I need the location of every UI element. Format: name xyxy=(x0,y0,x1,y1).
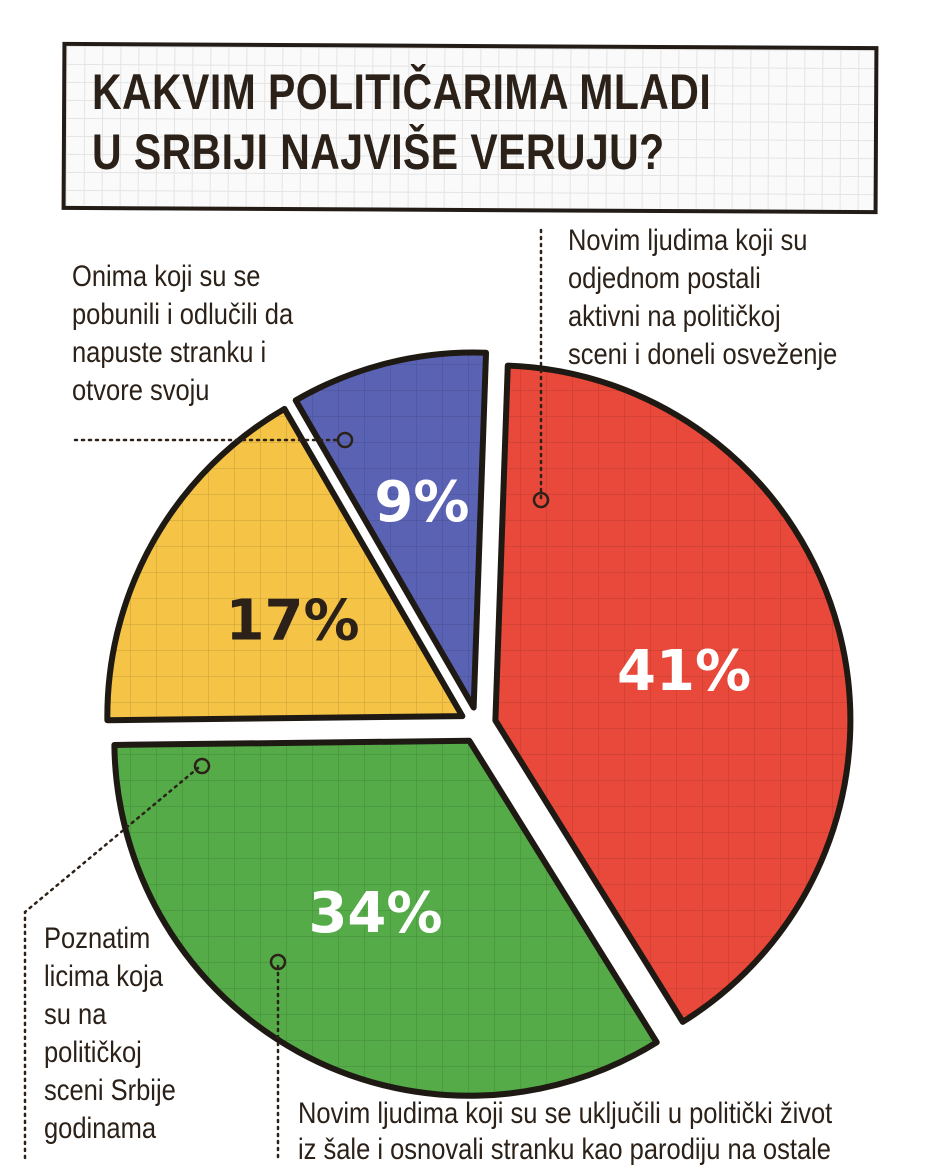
slice-outline-red xyxy=(492,362,854,1025)
slice-value-label-red: 41% xyxy=(617,639,751,704)
title-line-1: KAKVIM POLITIČARIMA MLADI xyxy=(92,64,712,120)
annotation-yellow: Poznatim licima koja su na političkoj sc… xyxy=(44,922,176,1145)
marker-red xyxy=(532,491,550,509)
slice-value-label-blue: 9% xyxy=(374,470,469,535)
slice-value-label-green: 34% xyxy=(308,881,442,946)
leader-yellow xyxy=(23,766,200,1162)
chart-title: KAKVIM POLITIČARIMA MLADI U SRBIJI NAJVI… xyxy=(92,62,715,182)
slice-outline-yellow xyxy=(104,405,466,724)
slice-grid-yellow xyxy=(107,408,463,721)
slice-outline-green xyxy=(111,737,660,1099)
marker-yellow xyxy=(193,757,211,775)
slice-grid-blue xyxy=(295,352,487,708)
marker-green xyxy=(269,953,287,971)
marker-blue xyxy=(336,431,354,449)
annotation-red: Novim ljudima koji su odjednom postali a… xyxy=(568,224,838,371)
annotation-blue: Onima koji su se pobunili i odlučili da … xyxy=(72,260,294,407)
slice-value-label-yellow: 17% xyxy=(226,589,360,654)
slice-outline-blue xyxy=(292,349,490,711)
annotation-green: Novim ljudima koji su se uključili u pol… xyxy=(298,1097,833,1166)
title-line-2: U SRBIJI NAJVIŠE VERUJU? xyxy=(92,124,665,180)
